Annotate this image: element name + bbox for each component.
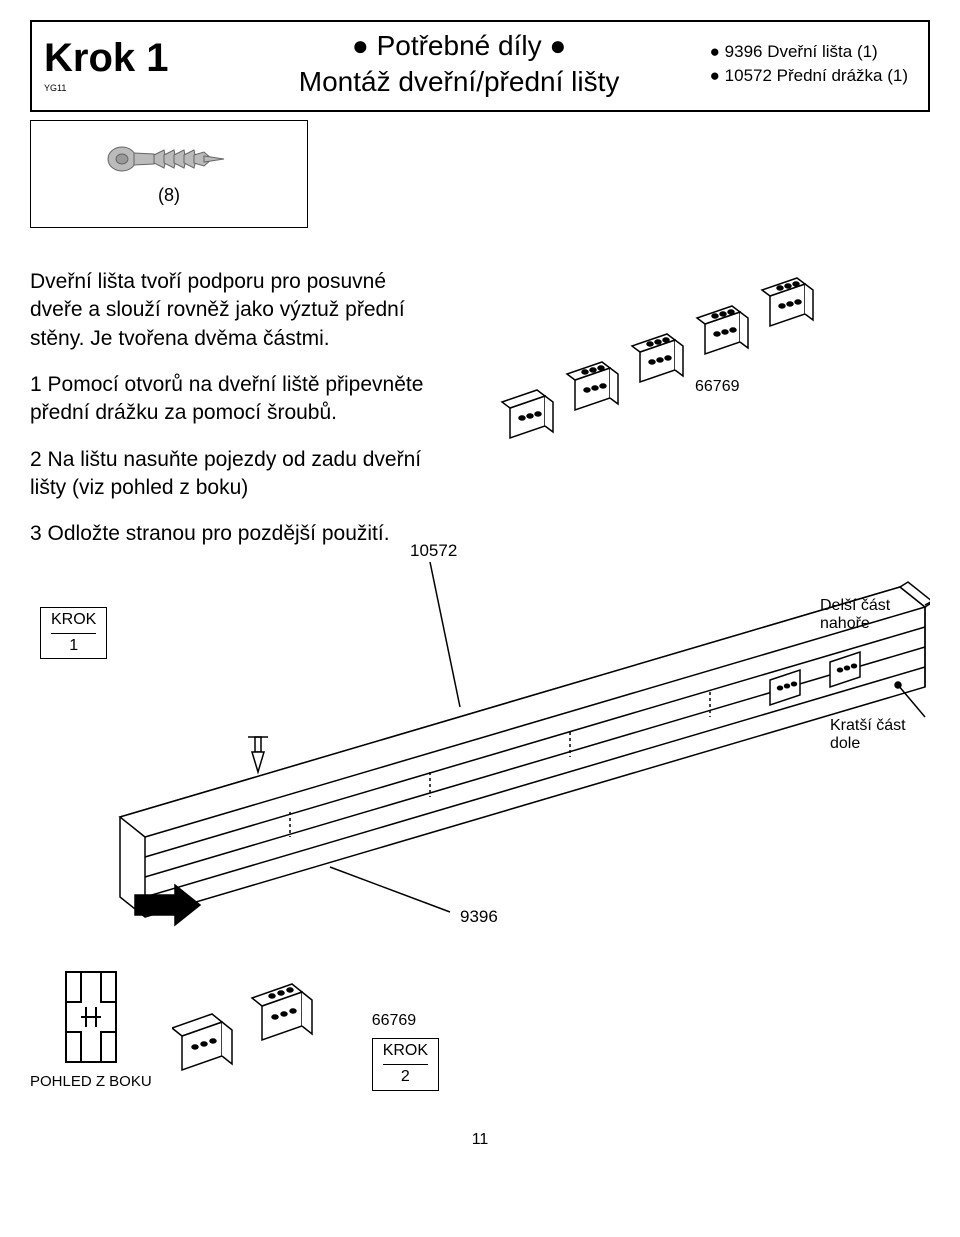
label-10572: 10572 — [410, 541, 457, 561]
part-line-2: ● 10572 Přední drážka (1) — [710, 64, 908, 88]
hardware-box: (8) — [30, 120, 308, 228]
label-longer-top: Delší část nahoře — [820, 597, 930, 633]
header-subtitle: Montáž dveřní/přední lišty — [209, 66, 710, 98]
krok-2-box: KROK 2 — [372, 1038, 439, 1091]
instructions: Dveřní lišta tvoří podporu pro posuvné d… — [30, 268, 430, 567]
page-number: 11 — [30, 1131, 930, 1149]
step-code: YG11 — [44, 83, 66, 93]
label-shorter-bottom: Kratší část dole — [830, 717, 930, 753]
krok-1-box: KROK 1 — [40, 607, 107, 660]
bracket-part-label: 66769 — [695, 378, 740, 396]
bracket-diagram: 66769 — [470, 268, 850, 473]
intro-text: Dveřní lišta tvoří podporu pro posuvné d… — [30, 268, 430, 353]
header-center: ● Potřebné díly ● Montáž dveřní/přední l… — [209, 30, 710, 98]
side-view-label: POHLED Z BOKU — [30, 1073, 152, 1091]
label-9396: 9396 — [460, 907, 498, 927]
part-line-1: ● 9396 Dveřní lišta (1) — [710, 40, 908, 64]
profile-view: POHLED Z BOKU — [30, 967, 152, 1091]
step-3-text: 3 Odložte stranou pro pozdější použití. — [30, 520, 430, 548]
header-box: Krok 1 YG11 ● Potřebné díly ● Montáž dve… — [30, 20, 930, 112]
step-1-text: 1 Pomocí otvorů na dveřní liště připevně… — [30, 371, 430, 428]
step-title: Krok 1 — [44, 36, 169, 81]
bottom-area: POHLED Z BOKU — [30, 967, 930, 1091]
step-2-text: 2 Na lištu nasuňte pojezdy od zadu dveřn… — [30, 446, 430, 503]
hardware-qty: (8) — [158, 185, 180, 206]
brackets-bottom-icon — [172, 981, 352, 1091]
label-66769-bottom: 66769 — [372, 1012, 417, 1030]
header-parts-list: ● 9396 Dveřní lišta (1) ● 10572 Přední d… — [710, 40, 908, 88]
step-title-group: Krok 1 YG11 — [44, 36, 169, 93]
parts-heading: ● Potřebné díly ● — [209, 30, 710, 62]
screw-icon — [104, 142, 234, 177]
